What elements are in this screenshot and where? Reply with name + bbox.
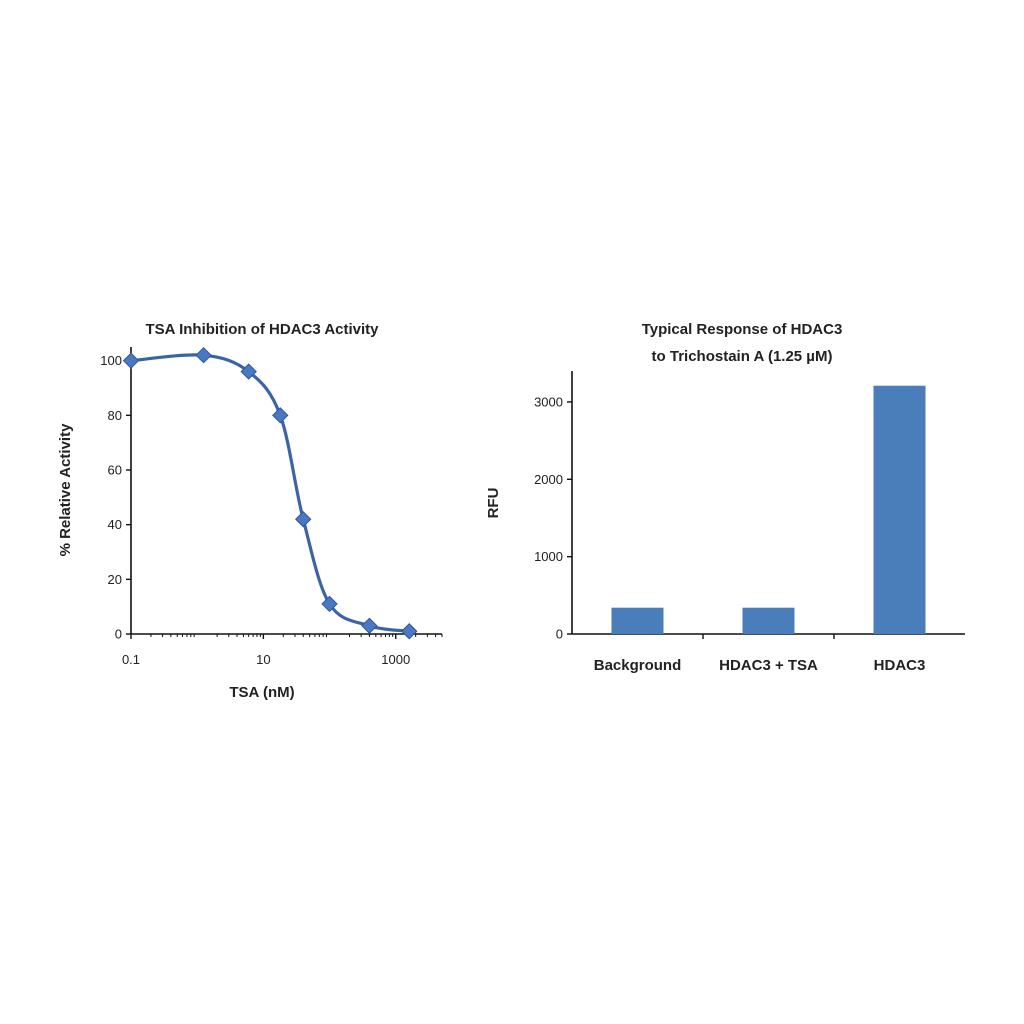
y-tick-label: 20 xyxy=(108,572,122,587)
bar xyxy=(611,607,664,634)
data-point xyxy=(321,595,338,613)
data-point xyxy=(195,346,212,364)
data-point xyxy=(401,623,418,640)
data-point xyxy=(361,617,378,635)
bar-chart: Typical Response of HDAC3 to Trichostain… xyxy=(485,321,965,674)
y-tick-label: 1000 xyxy=(534,549,563,564)
x-tick-label: 0.1 xyxy=(122,652,140,667)
y-tick-label: 40 xyxy=(108,517,122,532)
line-chart-y-ticks: 0 20 40 60 80 100 xyxy=(100,353,131,642)
y-tick-label: 3000 xyxy=(534,394,563,409)
bar-chart-categories: Background HDAC3 + TSA HDAC3 xyxy=(594,634,926,674)
y-tick-label: 0 xyxy=(115,627,122,642)
bar-chart-y-label: RFU xyxy=(485,488,502,519)
line-chart-x-ticks: 0.1 10 1000 xyxy=(122,634,410,667)
category-label: Background xyxy=(594,657,682,674)
bar-chart-y-ticks: 0 1000 2000 3000 xyxy=(534,394,572,642)
data-point xyxy=(122,352,140,369)
y-tick-label: 100 xyxy=(100,353,122,368)
data-point xyxy=(272,407,289,424)
data-point xyxy=(240,363,257,380)
y-tick-label: 2000 xyxy=(534,472,563,487)
category-label: HDAC3 xyxy=(874,657,926,674)
line-chart-y-label: % Relative Activity xyxy=(57,423,74,556)
category-label: HDAC3 + TSA xyxy=(719,657,818,674)
y-tick-label: 60 xyxy=(108,463,122,478)
bar xyxy=(873,385,926,634)
y-tick-label: 0 xyxy=(556,627,563,642)
y-tick-label: 80 xyxy=(108,408,122,423)
x-tick-label: 1000 xyxy=(381,652,410,667)
series-markers xyxy=(122,346,418,640)
line-chart-x-label: TSA (nM) xyxy=(229,684,294,701)
bar-chart-title-line-2: to Trichostain A (1.25 µM) xyxy=(652,348,833,365)
bar-chart-bars xyxy=(611,385,926,634)
data-point xyxy=(295,510,312,528)
line-chart-title: TSA Inhibition of HDAC3 Activity xyxy=(145,321,379,338)
bar xyxy=(742,607,795,634)
series-line xyxy=(129,353,411,633)
line-chart: TSA Inhibition of HDAC3 Activity 0 20 40 60… xyxy=(57,321,443,701)
line-chart-minor-ticks xyxy=(150,634,443,637)
x-tick-label: 10 xyxy=(256,652,270,667)
bar-chart-title-line-1: Typical Response of HDAC3 xyxy=(642,321,843,338)
